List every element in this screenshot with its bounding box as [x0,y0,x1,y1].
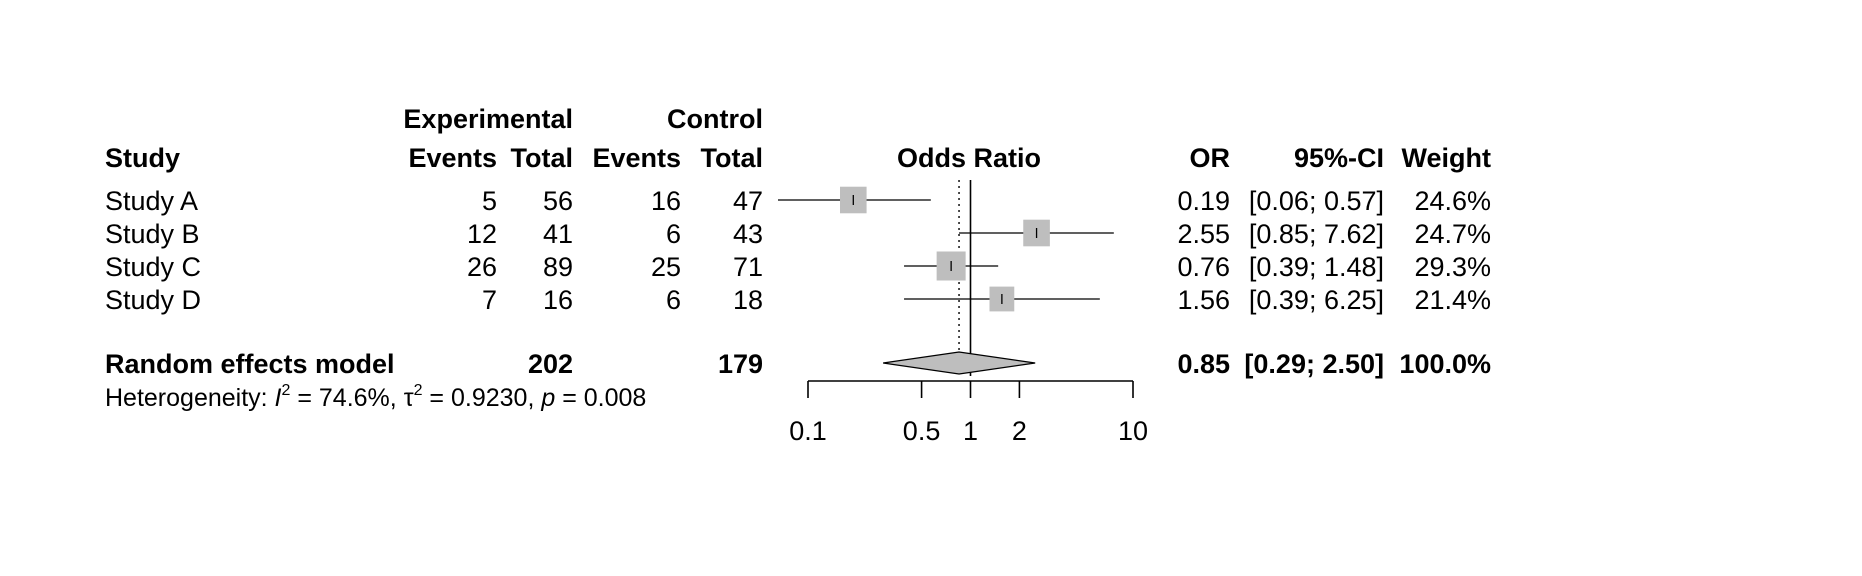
header-experimental: Experimental [403,104,573,134]
ctrl-total-cell: 43 [733,219,763,249]
i2-superscript: 2 [282,382,291,399]
study-name: Study B [105,219,200,249]
weight-cell: 29.3% [1414,252,1491,282]
or-cell: 1.56 [1177,285,1230,315]
pooled-diamond [883,351,1036,375]
x-tick-label: 0.5 [903,416,941,446]
p-value: = 0.008 [555,384,646,412]
header-exp-total: Total [511,143,574,173]
i2-symbol: I [275,384,282,412]
x-tick-label: 2 [1012,416,1027,446]
pooled-ci: [0.29; 2.50] [1244,349,1384,379]
study-name: Study A [105,186,198,216]
header-weight: Weight [1402,143,1492,173]
ci-cell: [0.39; 1.48] [1249,252,1384,282]
header-ci: 95%-CI [1294,143,1384,173]
weight-cell: 21.4% [1414,285,1491,315]
or-cell: 0.19 [1177,186,1230,216]
pooled-label: Random effects model [105,349,395,379]
header-control: Control [667,104,763,134]
ci-cell: [0.06; 0.57] [1249,186,1384,216]
exp-total-cell: 16 [543,285,573,315]
pooled-ctrl-total: 179 [718,349,763,379]
header-exp-events: Events [408,143,497,173]
exp-total-cell: 89 [543,252,573,282]
header-study: Study [105,143,180,173]
header-odds-ratio: Odds Ratio [897,143,1041,173]
exp-events-cell: 12 [467,219,497,249]
weight-cell: 24.6% [1414,186,1491,216]
tau2-superscript: 2 [414,382,423,399]
weight-cell: 24.7% [1414,219,1491,249]
x-tick-label: 0.1 [789,416,827,446]
tau2-value: = 0.9230, [422,384,541,412]
or-cell: 0.76 [1177,252,1230,282]
exp-events-cell: 7 [482,285,497,315]
study-name: Study D [105,285,201,315]
heterogeneity-prefix: Heterogeneity: [105,384,275,412]
exp-total-cell: 56 [543,186,573,216]
pooled-or: 0.85 [1177,349,1230,379]
heterogeneity-text: Heterogeneity: I2 = 74.6%, τ2 = 0.9230, … [105,382,646,412]
ctrl-total-cell: 47 [733,186,763,216]
exp-events-cell: 5 [482,186,497,216]
header-ctrl-total: Total [701,143,764,173]
study-name: Study C [105,252,201,282]
ci-cell: [0.85; 7.62] [1249,219,1384,249]
p-symbol: p [540,384,555,412]
ctrl-total-cell: 71 [733,252,763,282]
ctrl-events-cell: 6 [666,219,681,249]
ctrl-events-cell: 25 [651,252,681,282]
x-tick-label: 1 [963,416,978,446]
header-or: OR [1190,143,1231,173]
ctrl-events-cell: 16 [651,186,681,216]
or-cell: 2.55 [1177,219,1230,249]
pooled-exp-total: 202 [528,349,573,379]
x-tick-label: 10 [1118,416,1148,446]
ci-cell: [0.39; 6.25] [1249,285,1384,315]
ctrl-total-cell: 18 [733,285,763,315]
ctrl-events-cell: 6 [666,285,681,315]
header-ctrl-events: Events [592,143,681,173]
pooled-weight: 100.0% [1399,349,1491,379]
exp-total-cell: 41 [543,219,573,249]
tau2-symbol: τ [404,384,414,412]
exp-events-cell: 26 [467,252,497,282]
i2-value: = 74.6%, [290,384,403,412]
